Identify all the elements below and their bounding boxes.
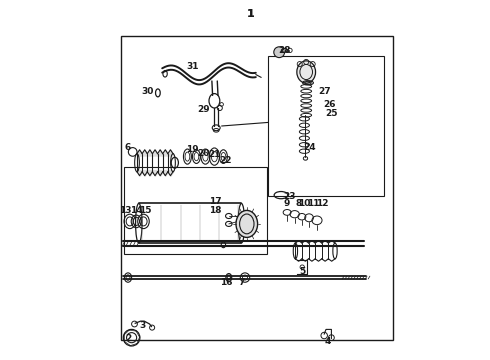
Text: 13: 13 bbox=[119, 206, 132, 215]
Text: 1: 1 bbox=[246, 9, 254, 19]
Ellipse shape bbox=[297, 61, 316, 83]
Text: 15: 15 bbox=[139, 206, 151, 215]
Text: 28: 28 bbox=[278, 46, 291, 55]
Text: 25: 25 bbox=[325, 109, 338, 118]
Text: 4: 4 bbox=[324, 337, 331, 346]
Text: 11: 11 bbox=[307, 199, 319, 208]
Text: 20: 20 bbox=[197, 149, 210, 158]
Text: 5: 5 bbox=[299, 267, 306, 276]
Text: 3: 3 bbox=[139, 321, 146, 330]
Text: 24: 24 bbox=[303, 143, 316, 152]
Text: 12: 12 bbox=[316, 199, 329, 208]
Text: 27: 27 bbox=[318, 87, 331, 96]
Text: 16: 16 bbox=[220, 278, 233, 287]
Text: 1: 1 bbox=[246, 9, 254, 19]
Text: 21: 21 bbox=[208, 150, 220, 159]
Text: 31: 31 bbox=[187, 62, 199, 71]
Text: 26: 26 bbox=[323, 100, 336, 109]
Text: 2: 2 bbox=[125, 334, 131, 343]
Text: 23: 23 bbox=[284, 192, 296, 201]
Text: 7: 7 bbox=[238, 278, 245, 287]
Text: 18: 18 bbox=[209, 206, 221, 215]
Circle shape bbox=[274, 47, 285, 58]
Bar bbox=[124, 167, 267, 254]
Ellipse shape bbox=[236, 210, 258, 238]
Text: 10: 10 bbox=[298, 199, 311, 208]
Text: 19: 19 bbox=[187, 145, 199, 154]
Text: 14: 14 bbox=[130, 206, 142, 215]
Text: 6: 6 bbox=[125, 143, 131, 152]
Text: 29: 29 bbox=[197, 105, 210, 114]
Text: 17: 17 bbox=[209, 197, 221, 206]
Text: 22: 22 bbox=[219, 156, 231, 165]
Bar bbox=[121, 36, 392, 340]
Ellipse shape bbox=[281, 49, 288, 52]
Text: 30: 30 bbox=[142, 87, 154, 96]
Bar bbox=[269, 56, 384, 196]
Text: 8: 8 bbox=[296, 199, 302, 208]
Text: 9: 9 bbox=[283, 199, 290, 208]
